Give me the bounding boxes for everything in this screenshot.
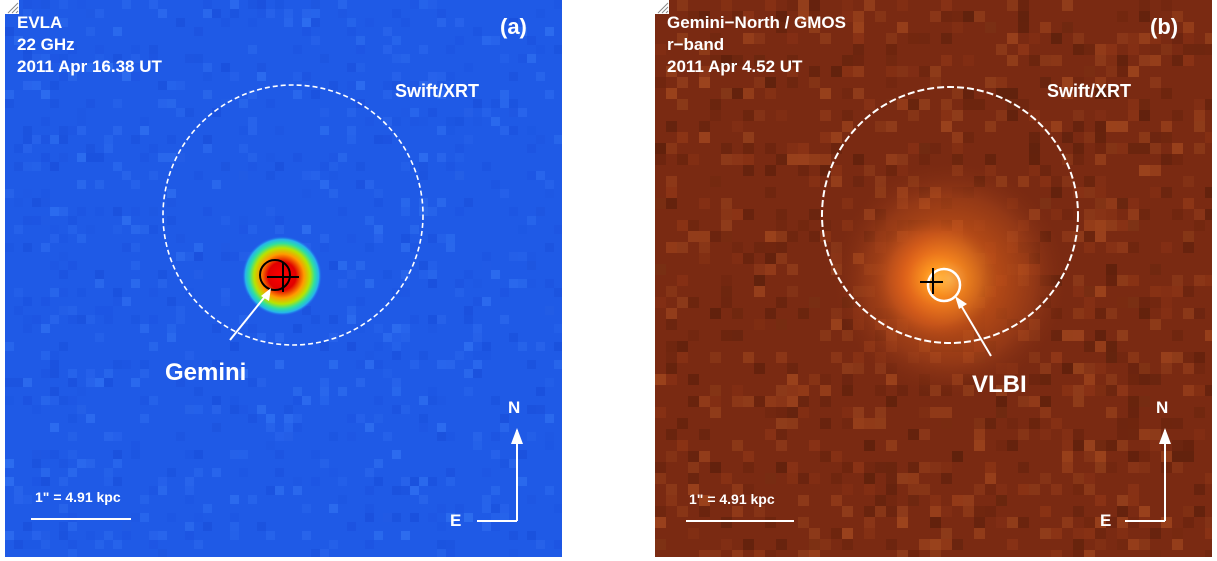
optical-image: [655, 0, 1212, 557]
instrument-label: Gemini−North / GMOS: [667, 13, 846, 32]
east-label: E: [1100, 511, 1112, 530]
arrowhead: [261, 288, 271, 301]
gemini-position-circle: [259, 259, 291, 291]
resize-grip-icon[interactable]: [5, 0, 19, 14]
observation-info: EVLA 22 GHz 2011 Apr 16.38 UT: [17, 12, 162, 78]
band-label: r−band: [667, 35, 725, 54]
radio-image: [5, 0, 562, 557]
north-label: N: [1156, 398, 1169, 417]
resize-grip-icon[interactable]: [655, 0, 669, 14]
radio-image-panel: EVLA 22 GHz 2011 Apr 16.38 UT (a) Swift/…: [5, 0, 562, 557]
optical-image-panel: Gemini−North / GMOS r−band 2011 Apr 4.52…: [655, 0, 1212, 557]
xrt-error-circle: [162, 84, 424, 346]
pointer-arrow: [229, 293, 268, 341]
observation-info: Gemini−North / GMOS r−band 2011 Apr 4.52…: [667, 12, 846, 78]
arrowhead: [955, 296, 967, 309]
instrument-label: EVLA: [17, 13, 63, 32]
region-label: Swift/XRT: [395, 81, 479, 101]
vlbi-position-circle: [926, 267, 962, 303]
panel-tag: (a): [500, 14, 527, 39]
xrt-error-circle: [821, 86, 1079, 344]
panel-tag: (b): [1150, 14, 1179, 39]
source-label: Gemini: [165, 359, 247, 386]
scale-label: 1" = 4.91 kpc: [689, 491, 775, 507]
region-label: Swift/XRT: [1047, 81, 1131, 101]
pointer-arrow: [958, 301, 992, 357]
north-label: N: [508, 398, 521, 417]
source-label: VLBI: [972, 371, 1027, 398]
scale-label: 1" = 4.91 kpc: [35, 489, 121, 505]
date-label: 2011 Apr 4.52 UT: [667, 57, 803, 76]
date-label: 2011 Apr 16.38 UT: [17, 57, 162, 76]
frequency-label: 22 GHz: [17, 35, 75, 54]
east-label: E: [450, 511, 462, 530]
